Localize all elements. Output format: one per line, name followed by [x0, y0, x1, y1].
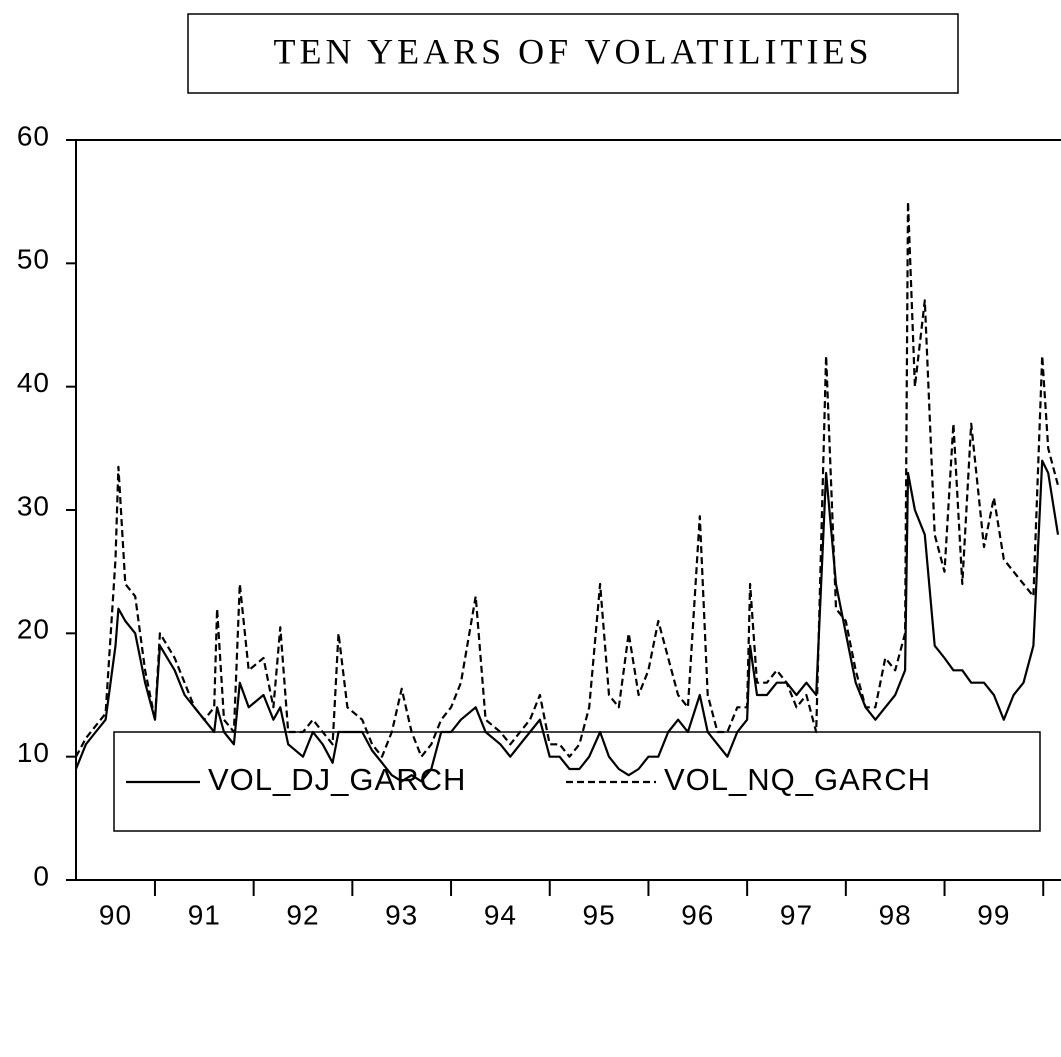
y-tick-label: 0	[33, 860, 50, 891]
y-tick-label: 30	[17, 490, 50, 521]
x-tick-label: 90	[99, 899, 132, 930]
chart-title: TEN YEARS OF VOLATILITIES	[274, 31, 873, 71]
x-tick-label: 92	[286, 899, 319, 930]
title-box	[187, 13, 959, 94]
y-tick-label: 40	[17, 367, 50, 398]
y-tick-label: 60	[17, 120, 50, 151]
series-line	[75, 200, 1060, 758]
y-tick-label: 50	[17, 244, 50, 275]
legend-label: VOL_NQ_GARCH	[664, 762, 931, 797]
legend-label: VOL_DJ_GARCH	[208, 762, 466, 797]
y-tick-label: 10	[17, 737, 50, 768]
x-tick-label: 96	[681, 899, 714, 930]
x-tick-label: 93	[385, 899, 418, 930]
y-tick-label: 20	[17, 614, 50, 645]
series-line	[74, 459, 1060, 783]
x-tick-label: 95	[583, 899, 616, 930]
x-tick-label: 94	[484, 899, 517, 930]
x-tick-label: 91	[188, 899, 221, 930]
x-tick-label: 98	[879, 899, 912, 930]
x-tick-label: 97	[780, 899, 813, 930]
x-tick-label: 99	[977, 899, 1010, 930]
legend-box	[113, 731, 1041, 832]
